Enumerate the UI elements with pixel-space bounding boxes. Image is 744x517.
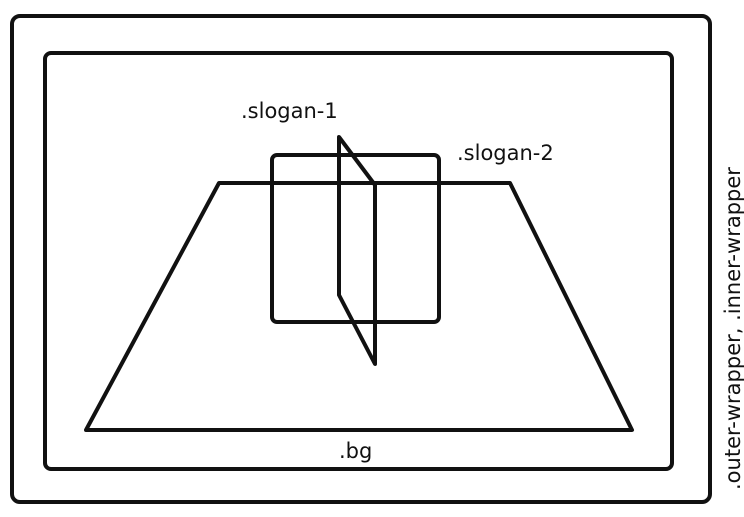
slogan-1-plane <box>337 135 377 366</box>
inner-wrapper-box <box>43 51 674 471</box>
slogan-1-label: .slogan-1 <box>241 99 338 123</box>
outer-wrapper-box <box>10 14 712 504</box>
bg-label: .bg <box>339 439 372 463</box>
slogan-2-label: .slogan-2 <box>457 141 554 165</box>
bg-trapezoid <box>84 181 634 432</box>
wrappers-label: .outer-wrapper, .inner-wrapper <box>721 167 744 490</box>
slogan-2-square <box>270 153 441 324</box>
